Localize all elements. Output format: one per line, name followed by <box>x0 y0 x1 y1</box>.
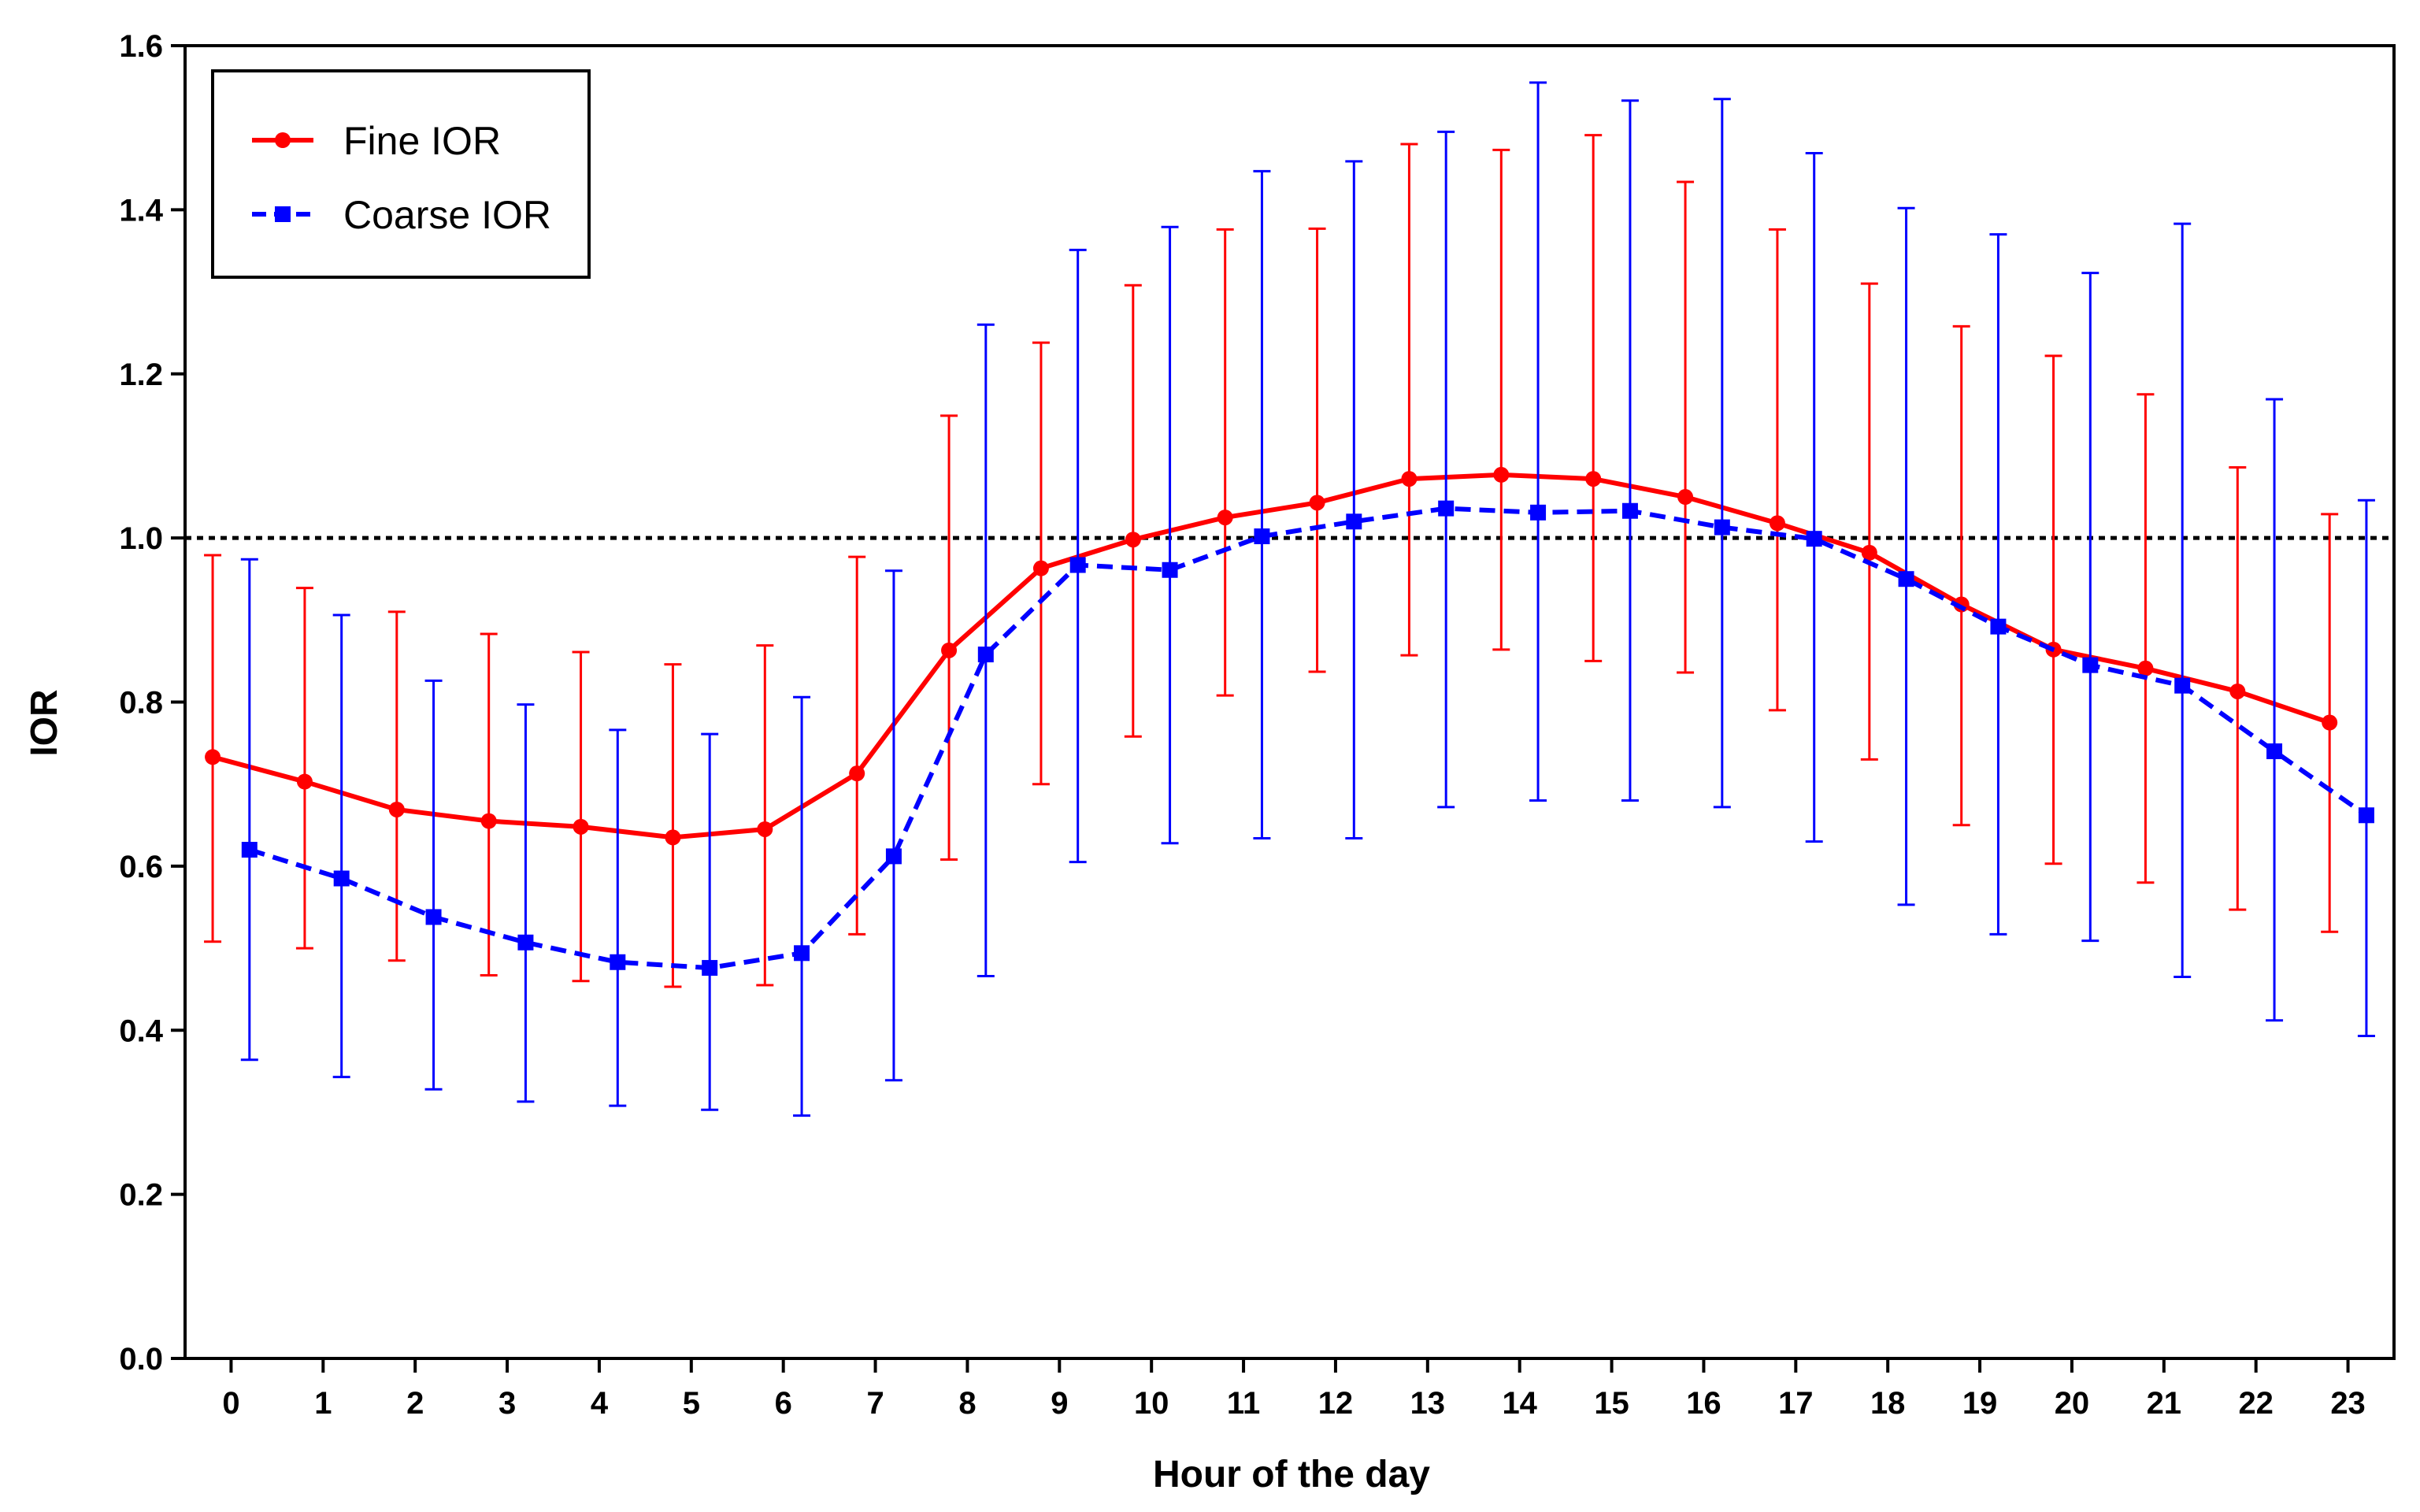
coarse-ior-point <box>2082 657 2099 673</box>
coarse-ior-point <box>1346 513 1362 530</box>
fine-ior-point <box>2229 683 2246 699</box>
x-tick-label: 6 <box>775 1386 792 1421</box>
x-tick-label: 15 <box>1594 1386 1629 1421</box>
coarse-ior-point <box>1621 502 1638 519</box>
x-tick-label: 21 <box>2147 1386 2182 1421</box>
legend-coarse-label: Coarse IOR <box>343 193 551 237</box>
coarse-ior-line <box>248 506 2368 971</box>
coarse-ior-point <box>977 647 994 663</box>
coarse-ior-point <box>2266 743 2283 760</box>
fine-ior-point <box>388 801 405 817</box>
fine-ior-point <box>2137 660 2154 676</box>
coarse-ior-point <box>885 848 902 865</box>
y-axis-title: IOR <box>24 689 65 756</box>
coarse-ior-point <box>1254 528 1270 545</box>
legend-fine-label: Fine IOR <box>343 119 501 163</box>
coarse-ior-point <box>241 842 258 858</box>
y-tick-label: 1.0 <box>119 521 163 556</box>
x-tick-label: 3 <box>498 1386 516 1421</box>
x-tick-label: 7 <box>866 1386 884 1421</box>
coarse-ior-point <box>2358 807 2374 824</box>
y-tick-label: 1.2 <box>119 358 163 392</box>
coarse-ior-point <box>517 934 534 951</box>
legend-box <box>211 69 591 279</box>
legend: Fine IOR Coarse IOR <box>211 69 591 279</box>
fine-ior-point <box>573 818 589 835</box>
x-tick-label: 23 <box>2330 1386 2366 1421</box>
fine-ior-point <box>1125 532 1141 548</box>
y-tick-label: 0.8 <box>119 686 163 721</box>
x-tick-label: 20 <box>2055 1386 2090 1421</box>
fine-ior-point <box>1769 515 1785 532</box>
fine-ior-point <box>757 821 773 837</box>
coarse-ior-point <box>1898 571 1914 587</box>
x-tick-label: 12 <box>1318 1386 1354 1421</box>
x-tick-label: 9 <box>1051 1386 1068 1421</box>
legend-coarse-marker <box>275 206 291 222</box>
fine-ior-point <box>849 765 865 782</box>
coarse-ior-point <box>610 954 626 970</box>
fine-ior-point <box>1677 489 1694 506</box>
x-tick-label: 0 <box>222 1386 239 1421</box>
y-tick-label: 0.0 <box>119 1342 163 1377</box>
coarse-ior-point <box>702 960 718 976</box>
x-tick-label: 13 <box>1410 1386 1446 1421</box>
plot-area <box>185 81 2394 1117</box>
x-tick-label: 8 <box>958 1386 976 1421</box>
axes: 0.00.20.40.60.81.01.21.41.60 1 2 3 4 5 6 7 8 9 10 1… <box>119 29 2396 1421</box>
legend-fine-marker <box>275 132 291 148</box>
x-axis-title: Hour of the day <box>1153 1454 1430 1495</box>
coarse-ior-point <box>1530 504 1547 521</box>
coarse-ior-point <box>1990 618 2007 635</box>
x-tick-label: 18 <box>1870 1386 1906 1421</box>
fine-ior-point <box>1585 471 1602 487</box>
fine-ior-point <box>1309 495 1325 511</box>
fine-ior-point <box>296 773 313 790</box>
fine-ior-point <box>1401 471 1418 487</box>
x-tick-label: 16 <box>1686 1386 1721 1421</box>
y-tick-label: 0.4 <box>119 1014 163 1048</box>
coarse-ior-point <box>1069 557 1086 573</box>
x-tick-label: 1 <box>314 1386 332 1421</box>
x-tick-label: 19 <box>1962 1386 1998 1421</box>
coarse-ior-point <box>1438 500 1455 517</box>
y-tick-label: 0.6 <box>119 850 163 884</box>
x-tick-label: 10 <box>1134 1386 1169 1421</box>
x-tick-label: 14 <box>1502 1386 1537 1421</box>
y-tick-label: 1.6 <box>119 29 163 64</box>
coarse-ior-point <box>333 870 350 887</box>
x-tick-label: 2 <box>406 1386 424 1421</box>
x-tick-label: 4 <box>591 1386 609 1421</box>
fine-ior-point <box>941 642 958 658</box>
fine-ior-point <box>665 829 681 846</box>
x-tick-label: 17 <box>1778 1386 1814 1421</box>
fine-ior-line <box>212 472 2331 840</box>
x-tick-label: 11 <box>1227 1386 1260 1421</box>
y-tick-label: 0.2 <box>119 1178 163 1213</box>
coarse-ior-point <box>794 945 810 962</box>
coarse-ior-point <box>1806 531 1822 547</box>
x-tick-label: 22 <box>2238 1386 2274 1421</box>
coarse-ior-point <box>1714 519 1730 536</box>
y-tick-label: 1.4 <box>119 193 163 228</box>
coarse-ior-point <box>425 909 442 925</box>
fine-ior-point <box>1217 510 1233 526</box>
fine-ior-point <box>1861 544 1877 561</box>
fine-ior-point <box>480 813 497 829</box>
fine-ior-point <box>1493 466 1510 483</box>
fine-ior-point <box>1032 560 1049 576</box>
fine-ior-point <box>205 749 221 765</box>
fine-ior-point <box>2322 714 2338 731</box>
x-tick-label: 5 <box>683 1386 700 1421</box>
coarse-ior-point <box>1162 561 1178 578</box>
coarse-ior-point <box>2174 677 2191 694</box>
